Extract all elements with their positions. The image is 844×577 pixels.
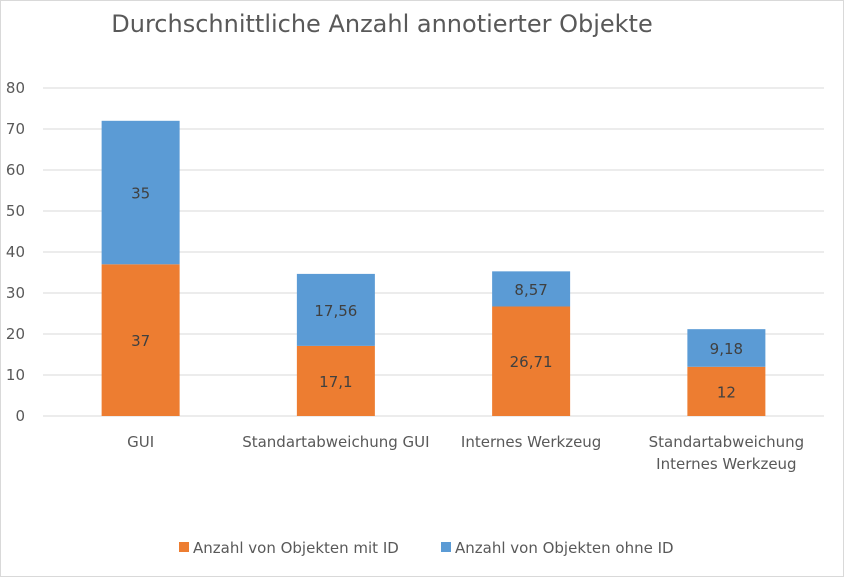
data-label: 17,56 — [314, 302, 357, 320]
category-label: Standartabweichung — [649, 433, 805, 451]
y-tick-label: 80 — [6, 79, 25, 97]
bar-segment — [101, 120, 180, 265]
y-tick-label: 30 — [6, 284, 25, 302]
category-label: Internes Werkzeug — [656, 455, 796, 473]
x-axis-categories: GUI Standartabweichung GUI Internes Werkze… — [127, 433, 804, 473]
bar-segment — [296, 345, 375, 416]
y-tick-label: 40 — [6, 243, 25, 261]
y-tick-label: 10 — [6, 366, 25, 384]
data-label: 12 — [717, 383, 736, 401]
bar-segment — [296, 273, 375, 346]
y-axis-ticks: 0 10 20 30 40 50 60 70 80 — [6, 79, 25, 425]
category-label: Standartabweichung GUI — [242, 433, 429, 451]
y-tick-label: 20 — [6, 325, 25, 343]
data-label: 35 — [131, 185, 150, 203]
y-tick-label: 0 — [15, 407, 25, 425]
data-label: 8,57 — [514, 281, 547, 299]
legend-swatch — [179, 542, 189, 552]
data-labels: 37 35 17,1 17,56 26,71 8,57 12 9,18 — [131, 185, 743, 402]
legend-swatch — [441, 542, 451, 552]
bar-segment — [687, 366, 766, 416]
data-label: 9,18 — [710, 340, 743, 358]
bar-segment — [492, 306, 571, 416]
bars — [101, 120, 766, 416]
y-tick-label: 70 — [6, 120, 25, 138]
legend: Anzahl von Objekten mit ID Anzahl von Obj… — [179, 539, 674, 557]
legend-label: Anzahl von Objekten mit ID — [193, 539, 399, 557]
bar-segment — [687, 329, 766, 367]
legend-label: Anzahl von Objekten ohne ID — [455, 539, 674, 557]
y-tick-label: 50 — [6, 202, 25, 220]
data-label: 26,71 — [510, 353, 553, 371]
bar-segment — [101, 264, 180, 416]
category-label: GUI — [127, 433, 154, 451]
bar-segment — [492, 271, 571, 307]
chart-title: Durchschnittliche Anzahl annotierter Obj… — [111, 10, 652, 38]
y-tick-label: 60 — [6, 161, 25, 179]
data-label: 37 — [131, 332, 150, 350]
category-label: Internes Werkzeug — [461, 433, 601, 451]
data-label: 17,1 — [319, 373, 352, 391]
